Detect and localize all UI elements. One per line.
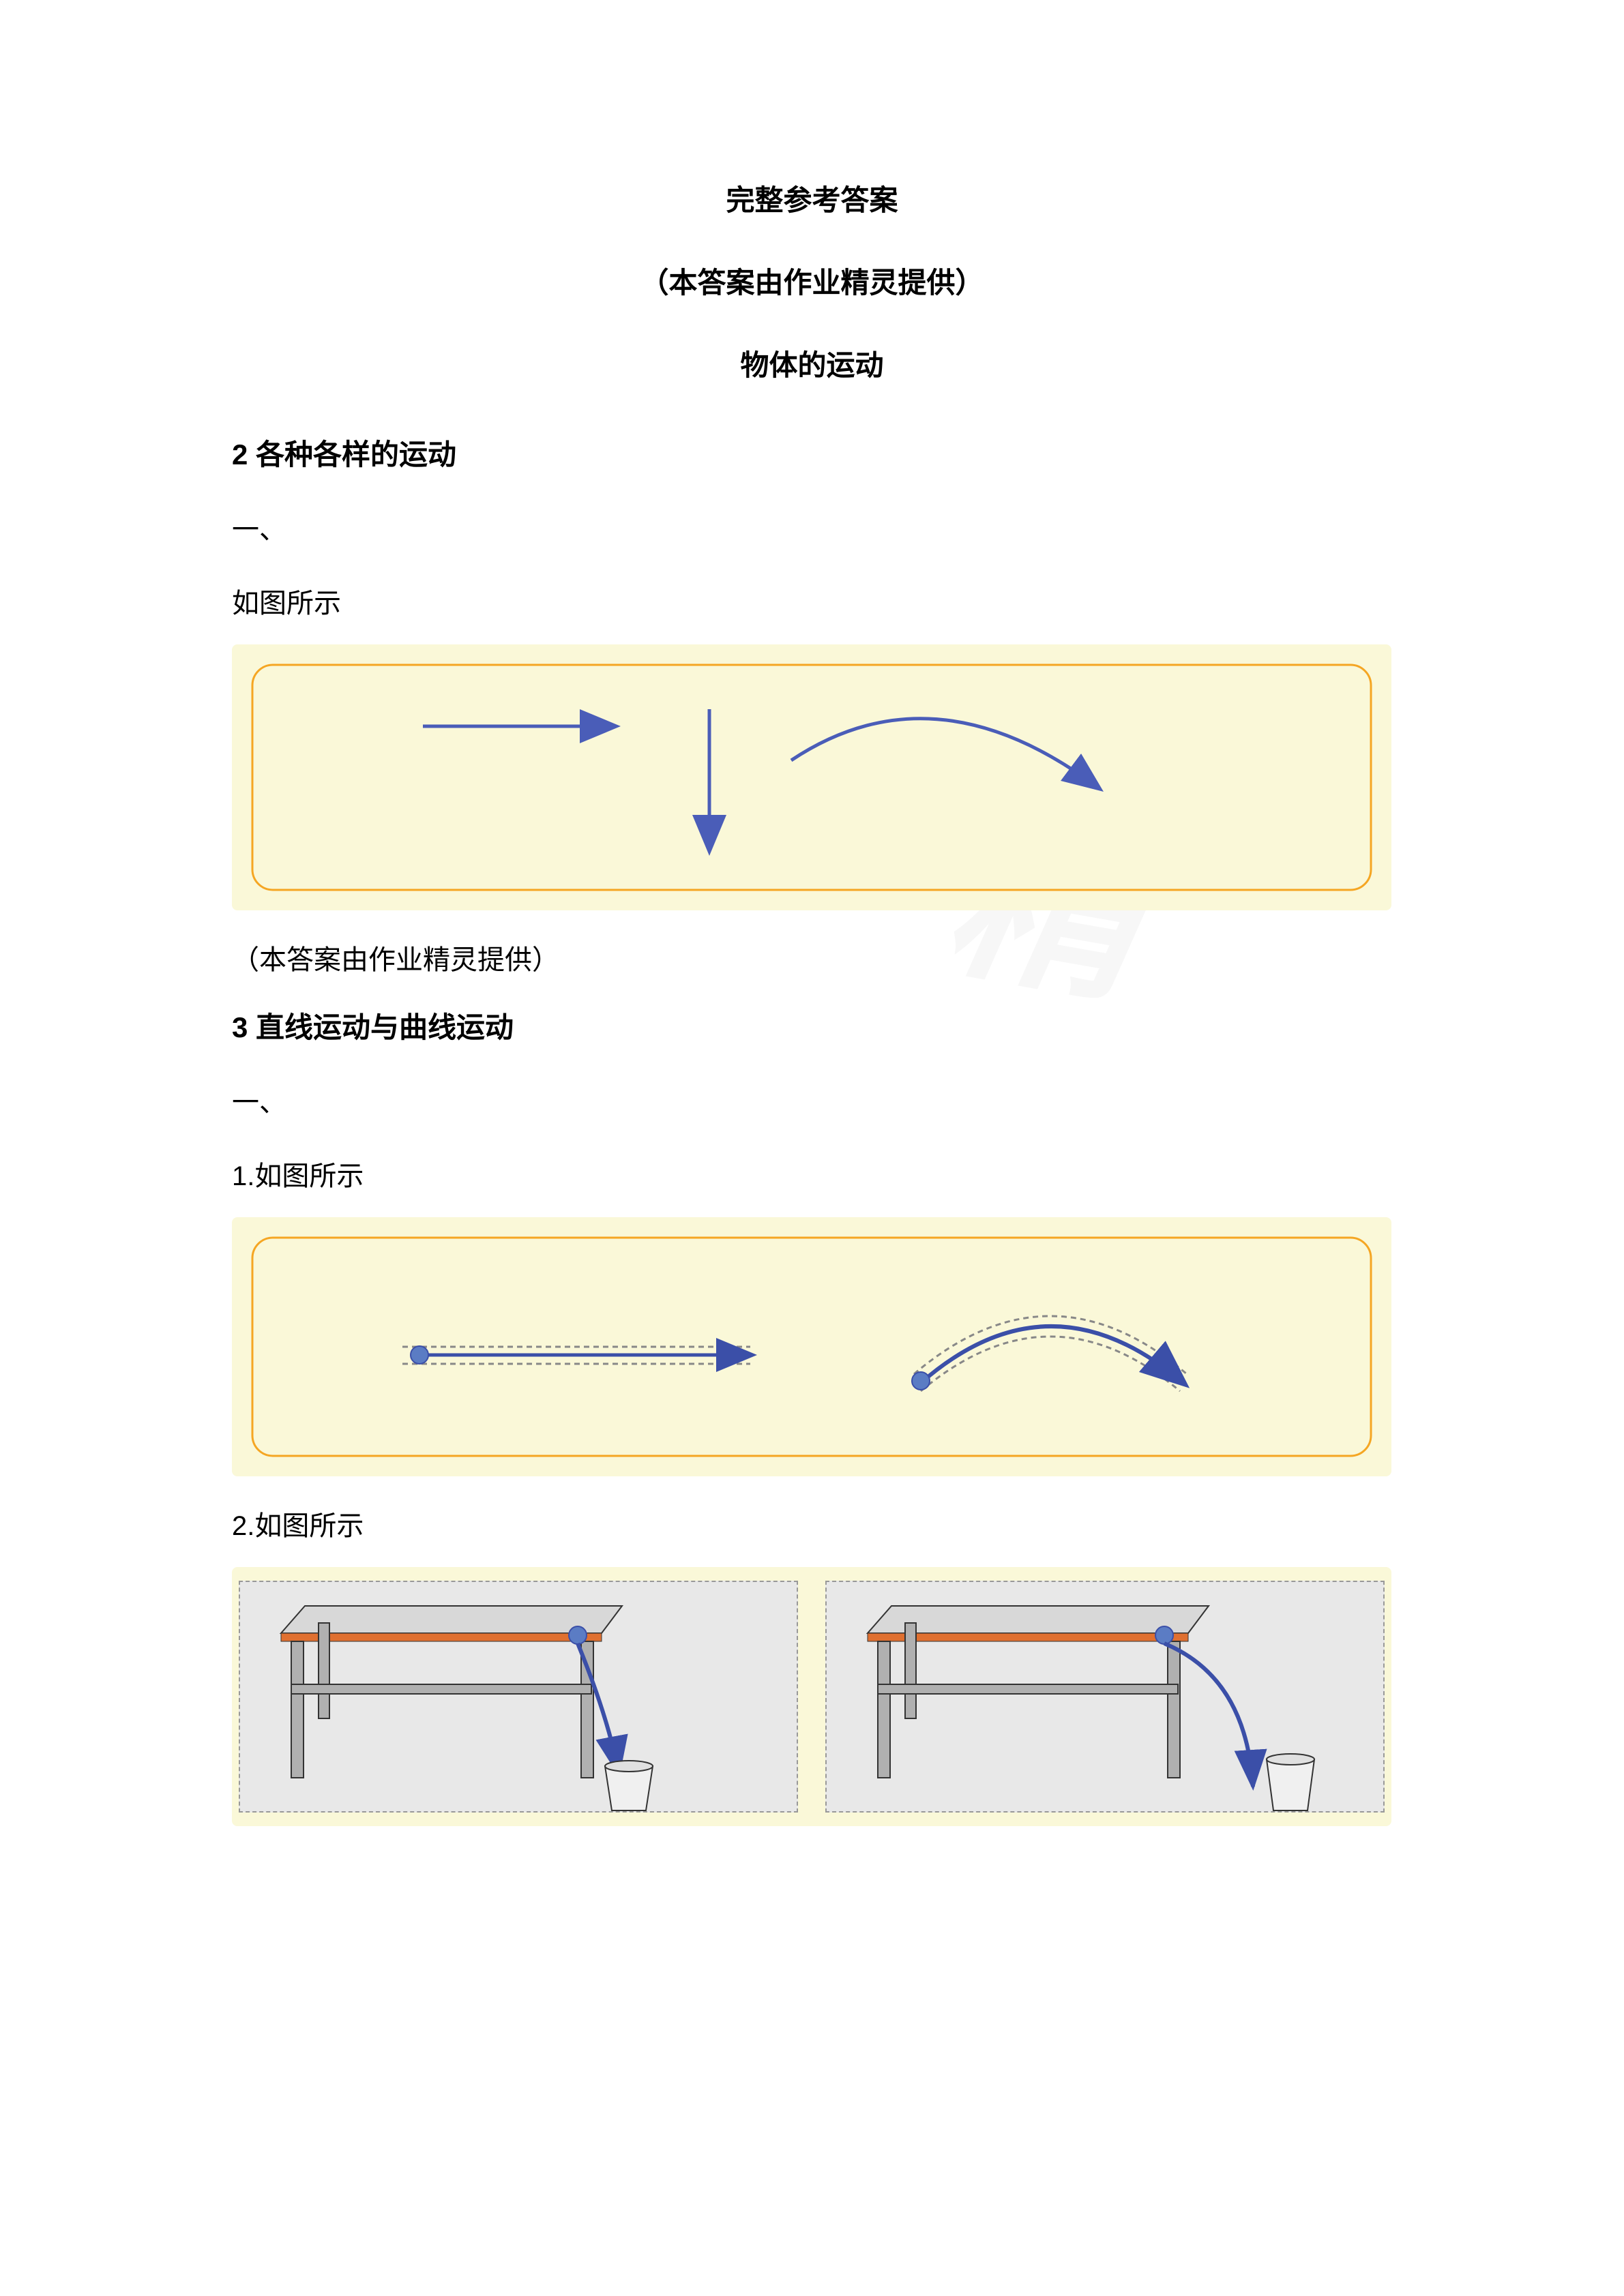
- table-crossbar: [291, 1684, 591, 1694]
- ball: [1155, 1626, 1173, 1644]
- section-3-header: 3 直线运动与曲线运动: [232, 1004, 1392, 1046]
- cup: [605, 1766, 653, 1810]
- diagram-border: [252, 665, 1371, 890]
- section-3-item1-body: 1.如图所示: [232, 1154, 1392, 1193]
- motion-arrows-svg: [232, 644, 1391, 910]
- ball-start-curve: [912, 1372, 930, 1390]
- cup-rim: [605, 1761, 653, 1772]
- section-2-header: 2 各种各样的运动: [232, 432, 1392, 473]
- table-panel-right: [825, 1581, 1385, 1813]
- page-subtitle: （本答案由作业精灵提供）: [232, 260, 1392, 301]
- section-2-label: 一、: [232, 507, 1392, 547]
- table-crossbar: [878, 1684, 1178, 1694]
- table-scene-left-svg: [240, 1582, 799, 1814]
- section-2-body: 如图所示: [232, 581, 1392, 621]
- arc-arrow: [791, 719, 1098, 788]
- table-leg-3: [319, 1623, 329, 1718]
- chapter-title: 物体的运动: [232, 342, 1392, 384]
- table-leg-2: [1168, 1641, 1180, 1778]
- table-panel-left: [239, 1581, 798, 1813]
- section-3-diagram2: [232, 1567, 1391, 1826]
- ball-start-straight: [411, 1346, 428, 1364]
- page-title: 完整参考答案: [232, 177, 1392, 219]
- cup: [1267, 1759, 1314, 1810]
- section-2-diagram: [232, 644, 1391, 910]
- table-leg-3: [905, 1623, 916, 1718]
- table-leg-1: [878, 1641, 890, 1778]
- curve-motion-arrow: [921, 1326, 1183, 1383]
- section-3-diagram1: [232, 1217, 1391, 1476]
- section-2-caption: （本答案由作业精灵提供）: [232, 938, 1392, 977]
- table-leg-1: [291, 1641, 304, 1778]
- section-3-label: 一、: [232, 1080, 1392, 1120]
- linear-curve-svg: [232, 1217, 1391, 1476]
- ball: [569, 1626, 587, 1644]
- table-scene-right-svg: [827, 1582, 1386, 1814]
- guide-arc-inner: [921, 1337, 1180, 1391]
- cup-rim: [1267, 1754, 1314, 1765]
- section-3-item2-body: 2.如图所示: [232, 1504, 1392, 1543]
